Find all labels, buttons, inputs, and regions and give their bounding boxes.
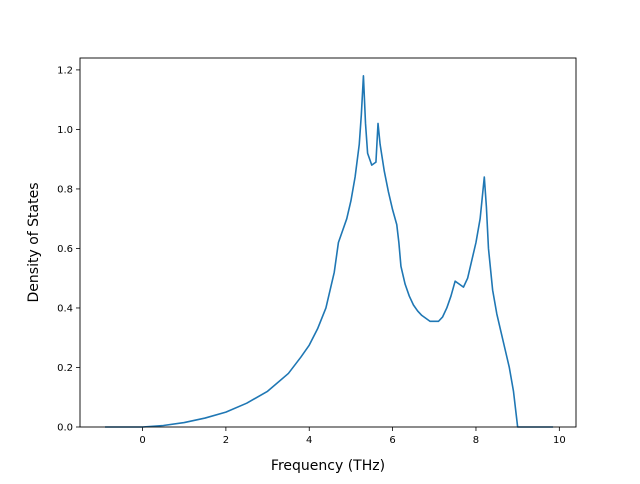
x-tick-label: 10 [553, 435, 566, 446]
y-tick-label: 0.8 [57, 184, 73, 195]
y-tick-label: 0.4 [57, 303, 73, 314]
y-tick-label: 0.6 [57, 244, 73, 255]
y-tick-label: 1.2 [57, 65, 73, 76]
x-tick-label: 0 [139, 435, 145, 446]
plot-frame [79, 57, 577, 428]
x-tick-label: 8 [473, 435, 479, 446]
x-tick-label: 2 [223, 435, 229, 446]
x-axis-ticks: 0 2 4 6 8 10 [139, 427, 566, 446]
x-tick-label: 4 [306, 435, 312, 446]
y-tick-label: 1.0 [57, 125, 73, 136]
y-tick-label: 0.0 [57, 423, 73, 434]
x-axis-label: Frequency (THz) [271, 458, 385, 474]
y-axis-ticks: 0.0 0.2 0.4 0.6 0.8 1.0 1.2 [57, 65, 80, 434]
y-tick-label: 0.2 [57, 363, 73, 374]
series-line [105, 75, 554, 428]
plot-area [80, 58, 576, 427]
y-axis-label: Density of States [26, 183, 42, 303]
x-tick-label: 6 [389, 435, 395, 446]
